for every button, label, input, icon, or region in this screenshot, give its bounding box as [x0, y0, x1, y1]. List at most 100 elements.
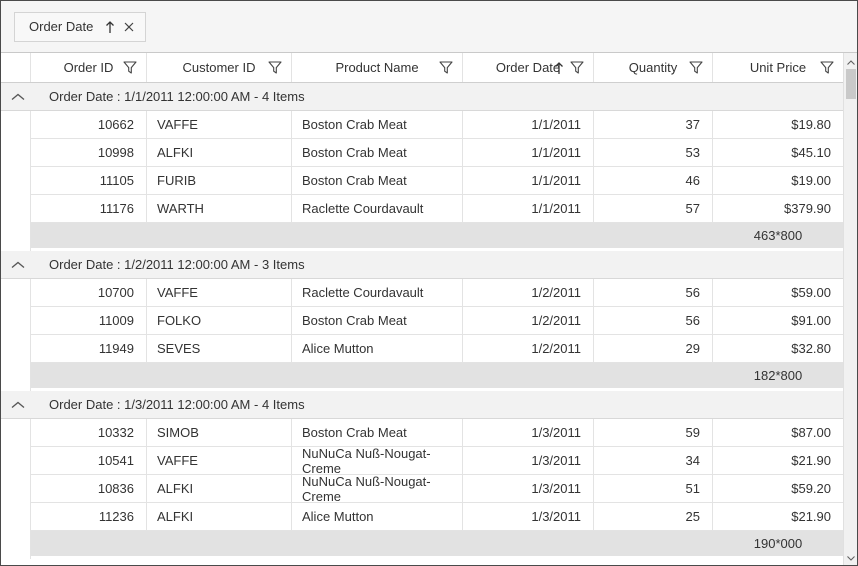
cell-product-name[interactable]: Alice Mutton: [292, 335, 463, 363]
cell-quantity[interactable]: 57: [594, 195, 713, 223]
cell-unit-price[interactable]: $59.20: [713, 475, 843, 503]
filter-funnel-icon[interactable]: [820, 61, 834, 74]
cell-order-date[interactable]: 1/2/2011: [463, 307, 594, 335]
cell-product-name[interactable]: Boston Crab Meat: [292, 111, 463, 139]
header-indent-cell: [1, 53, 31, 82]
cell-order-id[interactable]: 10662: [31, 111, 147, 139]
cell-quantity[interactable]: 34: [594, 447, 713, 475]
group-caption-row: Order Date : 1/2/2011 12:00:00 AM - 3 It…: [1, 251, 843, 279]
filter-funnel-icon[interactable]: [439, 61, 453, 74]
cell-product-name[interactable]: Boston Crab Meat: [292, 419, 463, 447]
cell-order-date[interactable]: 1/1/2011: [463, 195, 594, 223]
cell-order-id[interactable]: 10541: [31, 447, 147, 475]
close-icon[interactable]: [123, 21, 135, 33]
cell-order-id[interactable]: 10332: [31, 419, 147, 447]
group-drop-area[interactable]: Order Date: [1, 1, 857, 53]
cell-order-id[interactable]: 11176: [31, 195, 147, 223]
column-header-customer-id[interactable]: Customer ID: [147, 53, 292, 82]
cell-unit-price[interactable]: $21.90: [713, 503, 843, 531]
cell-product-name[interactable]: Boston Crab Meat: [292, 167, 463, 195]
cell-quantity[interactable]: 51: [594, 475, 713, 503]
column-header-unit-price[interactable]: Unit Price: [713, 53, 843, 82]
cell-product-name[interactable]: NuNuCa Nuß-Nougat-Creme: [292, 474, 463, 504]
cell-quantity[interactable]: 53: [594, 139, 713, 167]
cell-order-id[interactable]: 11105: [31, 167, 147, 195]
group-summary-row: 190*000: [1, 531, 843, 559]
cell-product-name[interactable]: Boston Crab Meat: [292, 307, 463, 335]
cell-quantity[interactable]: 56: [594, 279, 713, 307]
cell-order-date[interactable]: 1/1/2011: [463, 167, 594, 195]
cell-order-date[interactable]: 1/3/2011: [463, 503, 594, 531]
cell-unit-price[interactable]: $21.90: [713, 447, 843, 475]
cell-customer-id[interactable]: VAFFE: [147, 447, 292, 475]
cell-order-id[interactable]: 10700: [31, 279, 147, 307]
scroll-up-button[interactable]: [844, 53, 857, 69]
group-caption-row: Order Date : 1/3/2011 12:00:00 AM - 4 It…: [1, 391, 843, 419]
column-header-product-name[interactable]: Product Name: [292, 53, 463, 82]
cell-customer-id[interactable]: VAFFE: [147, 111, 292, 139]
cell-unit-price[interactable]: $32.80: [713, 335, 843, 363]
group-caption-text: Order Date : 1/2/2011 12:00:00 AM - 3 It…: [49, 257, 305, 272]
cell-order-date[interactable]: 1/3/2011: [463, 475, 594, 503]
scroll-down-button[interactable]: [844, 549, 857, 565]
cell-customer-id[interactable]: SIMOB: [147, 419, 292, 447]
cell-order-date[interactable]: 1/1/2011: [463, 111, 594, 139]
cell-unit-price[interactable]: $87.00: [713, 419, 843, 447]
cell-quantity[interactable]: 29: [594, 335, 713, 363]
filter-funnel-icon[interactable]: [570, 61, 584, 74]
cell-product-name[interactable]: NuNuCa Nuß-Nougat-Creme: [292, 446, 463, 476]
cell-product-name[interactable]: Alice Mutton: [292, 503, 463, 531]
cell-customer-id[interactable]: FURIB: [147, 167, 292, 195]
filter-funnel-icon[interactable]: [268, 61, 282, 74]
cell-order-id[interactable]: 11236: [31, 503, 147, 531]
cell-quantity[interactable]: 25: [594, 503, 713, 531]
cell-order-id[interactable]: 10836: [31, 475, 147, 503]
collapse-group-icon[interactable]: [11, 93, 25, 101]
cell-unit-price[interactable]: $19.00: [713, 167, 843, 195]
cell-product-name[interactable]: Raclette Courdavault: [292, 195, 463, 223]
cell-customer-id[interactable]: ALFKI: [147, 503, 292, 531]
cell-quantity[interactable]: 46: [594, 167, 713, 195]
cell-product-name[interactable]: Boston Crab Meat: [292, 139, 463, 167]
summary-indent-cell: [1, 363, 31, 391]
cell-quantity[interactable]: 59: [594, 419, 713, 447]
cell-order-date[interactable]: 1/2/2011: [463, 335, 594, 363]
cell-order-id[interactable]: 11009: [31, 307, 147, 335]
cell-order-date[interactable]: 1/3/2011: [463, 447, 594, 475]
row-indent-cell: [1, 335, 31, 363]
column-header-order-date[interactable]: Order Date: [463, 53, 594, 82]
cell-order-date[interactable]: 1/2/2011: [463, 279, 594, 307]
cell-customer-id[interactable]: WARTH: [147, 195, 292, 223]
group-chip-order-date[interactable]: Order Date: [14, 11, 147, 42]
cell-order-id[interactable]: 10998: [31, 139, 147, 167]
filter-funnel-icon[interactable]: [689, 61, 703, 74]
vertical-scrollbar[interactable]: [843, 53, 857, 565]
cell-product-name[interactable]: Raclette Courdavault: [292, 279, 463, 307]
cell-order-date[interactable]: 1/1/2011: [463, 139, 594, 167]
cell-order-date[interactable]: 1/3/2011: [463, 419, 594, 447]
cell-unit-price[interactable]: $19.80: [713, 111, 843, 139]
collapse-group-icon[interactable]: [11, 261, 25, 269]
cell-unit-price[interactable]: $91.00: [713, 307, 843, 335]
cell-customer-id[interactable]: SEVES: [147, 335, 292, 363]
cell-order-id[interactable]: 11949: [31, 335, 147, 363]
cell-quantity[interactable]: 56: [594, 307, 713, 335]
cell-unit-price[interactable]: $45.10: [713, 139, 843, 167]
cell-customer-id[interactable]: ALFKI: [147, 475, 292, 503]
cell-customer-id[interactable]: FOLKO: [147, 307, 292, 335]
column-header-label: Quantity: [628, 60, 678, 75]
column-header-order-id[interactable]: Order ID: [31, 53, 147, 82]
arrow-up-icon[interactable]: [105, 20, 115, 34]
cell-unit-price[interactable]: $59.00: [713, 279, 843, 307]
cell-customer-id[interactable]: ALFKI: [147, 139, 292, 167]
scrollbar-thumb[interactable]: [845, 69, 856, 99]
cell-quantity[interactable]: 37: [594, 111, 713, 139]
column-header-quantity[interactable]: Quantity: [594, 53, 713, 82]
cell-customer-id[interactable]: VAFFE: [147, 279, 292, 307]
column-header-label: Unit Price: [749, 60, 807, 75]
filter-funnel-icon[interactable]: [123, 61, 137, 74]
table-row: 10541 VAFFE NuNuCa Nuß-Nougat-Creme 1/3/201…: [1, 446, 843, 476]
cell-unit-price[interactable]: $379.90: [713, 195, 843, 223]
collapse-group-icon[interactable]: [11, 401, 25, 409]
summary-band: 182*800: [31, 363, 843, 391]
